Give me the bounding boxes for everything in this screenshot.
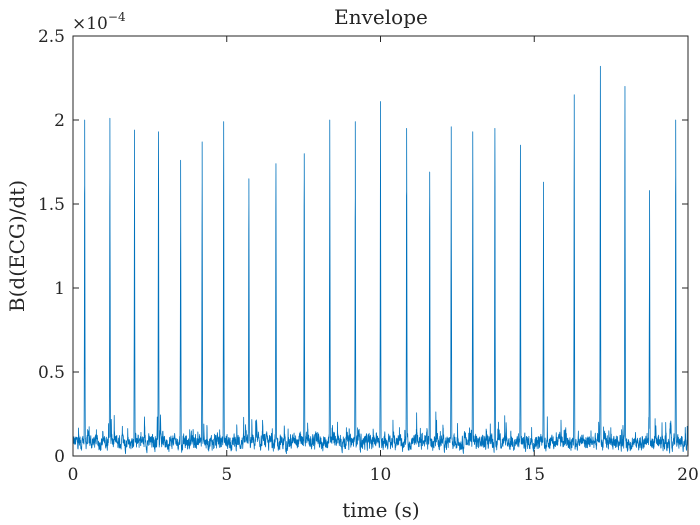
envelope-series-line bbox=[72, 65, 689, 455]
axis-tick-labels: 0 5 10 15 20 0 0.5 1 1.5 2 2.5 bbox=[38, 27, 699, 485]
x-tick-label: 5 bbox=[221, 465, 232, 485]
x-axis-label: time (s) bbox=[342, 498, 419, 522]
y-tick-label: 1 bbox=[54, 279, 65, 299]
x-tick-label: 20 bbox=[677, 465, 699, 485]
y-axis-label: B(d(ECG)/dt) bbox=[5, 180, 29, 312]
x-tick-label: 0 bbox=[68, 465, 79, 485]
y-tick-label: 2.5 bbox=[38, 27, 65, 47]
x-tick-label: 10 bbox=[370, 465, 392, 485]
y-tick-label: 0 bbox=[54, 447, 65, 467]
y-tick-label: 1.5 bbox=[38, 195, 65, 215]
svg-text:×10−4: ×10−4 bbox=[72, 10, 126, 34]
y-tick-label: 2 bbox=[54, 111, 65, 131]
x-tick-label: 15 bbox=[523, 465, 545, 485]
y-exponent-label: ×10−4 bbox=[72, 10, 126, 34]
y-exponent-base: ×10 bbox=[72, 14, 108, 34]
plot-area-border bbox=[72, 35, 689, 457]
y-tick-label: 0.5 bbox=[38, 363, 65, 383]
chart-title: Envelope bbox=[334, 5, 428, 29]
y-exponent-power: −4 bbox=[108, 10, 126, 24]
